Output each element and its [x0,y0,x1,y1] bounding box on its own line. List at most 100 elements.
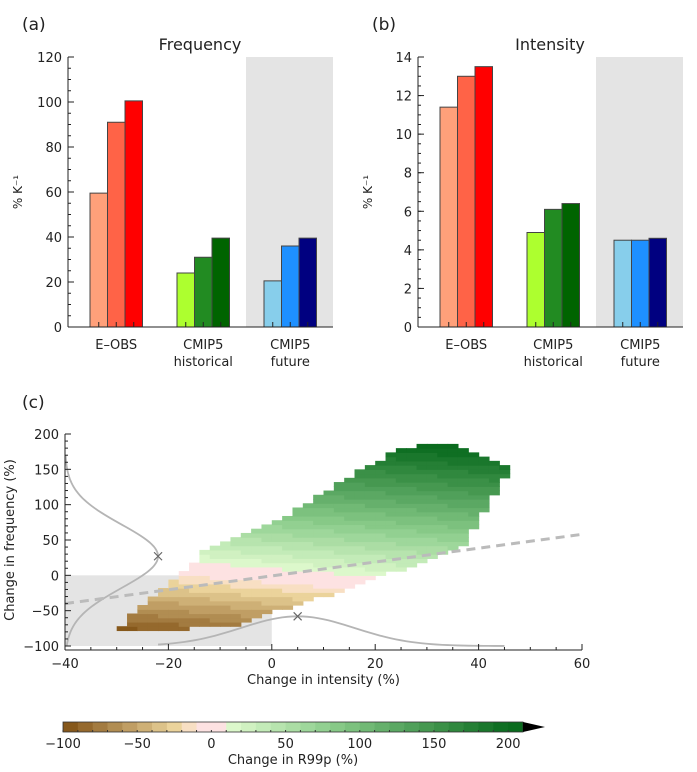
heatmap-cell [468,456,480,462]
heatmap-cell [261,549,273,555]
heatmap-cell [230,596,242,602]
heatmap-cell [230,558,242,564]
heatmap-cell [375,571,387,576]
colorbar-segment [166,722,183,732]
heatmap-cell [127,617,138,623]
heatmap-cell [271,537,283,543]
heatmap-cell [240,579,252,585]
heatmap-cell [323,566,335,572]
heatmap-cell [323,490,335,496]
y-tick-label: 100 [34,499,59,514]
heatmap-cell [261,537,273,543]
heatmap-cell [395,499,407,504]
heatmap-cell [457,460,469,466]
heatmap-cell [302,503,314,509]
colorbar-tick-label: 100 [347,737,372,752]
heatmap-cell [323,503,335,509]
heatmap-cell [199,571,211,576]
heatmap-cell [168,579,180,585]
heatmap-cell [292,528,304,534]
x-category-label: E–OBS [95,338,137,353]
x-category-label: historical [524,355,583,370]
heatmap-cell [354,511,366,517]
heatmap-cell [323,528,335,534]
bar [474,66,493,328]
heatmap-cell [426,486,438,492]
colorbar-extend-arrow [523,722,545,732]
colorbar-segment [107,722,123,732]
heatmap-cell [468,499,480,504]
heatmap-cell [478,503,490,509]
heatmap-cell [271,541,283,547]
heatmap-cell [478,456,490,462]
colorbar-tick-label: −50 [123,737,150,752]
heatmap-cell [447,528,459,534]
y-tick-label: 6 [404,205,412,220]
heatmap-cell [282,592,294,598]
heatmap-cell [385,554,397,559]
panel-title: Intensity [515,35,585,54]
heatmap-cell [261,583,273,589]
heatmap-cell [240,532,252,538]
heatmap-cell [416,486,428,492]
heatmap-cell [416,511,428,517]
heatmap-cell [313,575,325,581]
heatmap-cell [457,456,469,462]
heatmap-cell [230,541,242,547]
heatmap-cell [385,545,397,551]
heatmap-cell [333,528,345,534]
heatmap-cell [199,575,211,581]
heatmap-cell [437,499,449,504]
heatmap-cell [395,532,407,538]
heatmap-cell [333,520,345,526]
heatmap-cell [168,600,180,606]
heatmap-cell [447,499,459,504]
heatmap-cell [333,515,345,521]
heatmap-cell [178,609,190,615]
heatmap-cell [437,465,449,470]
heatmap-cell [354,528,366,534]
heatmap-cell [302,566,314,572]
heatmap-cell [426,452,438,458]
heatmap-cell [457,482,469,487]
heatmap-cell [323,511,335,517]
heatmap-cell [375,465,387,470]
heatmap-cell [488,460,500,466]
heatmap-cell [292,549,304,555]
heatmap-cell [292,575,304,581]
heatmap-cell [406,524,418,530]
heatmap-cell [426,477,438,483]
heatmap-cell [395,562,407,568]
heatmap-cell [385,465,397,470]
heatmap-cell [437,486,449,492]
heatmap-cell [426,554,438,559]
heatmap-cell [302,554,314,559]
heatmap-cell [364,494,376,500]
heatmap-cell [230,609,242,615]
heatmap-cell [240,562,252,568]
heatmap-cell [406,515,418,521]
heatmap-cell [426,469,438,475]
heatmap-cell [251,613,263,619]
heatmap-cell [199,617,211,623]
heatmap-cell [488,490,500,496]
heatmap-cell [323,562,335,568]
y-tick-label: 0 [404,321,412,336]
panel-title: Frequency [159,35,242,54]
heatmap-cell [158,617,169,623]
heatmap-cell [375,562,387,568]
heatmap-cell [375,537,387,543]
heatmap-cell [406,499,418,504]
heatmap-cell [385,511,397,517]
y-tick-label: 200 [34,428,59,443]
heatmap-cell [437,443,449,449]
heatmap-cell [426,545,438,551]
colorbar-tick-label: 50 [277,737,294,752]
heatmap-cell [147,621,159,627]
heatmap-cell [468,490,480,496]
heatmap-cell [313,515,325,521]
heatmap-cell [375,486,387,492]
heatmap-cell [199,605,211,610]
heatmap-cell [199,592,211,598]
heatmap-cell [395,507,407,513]
